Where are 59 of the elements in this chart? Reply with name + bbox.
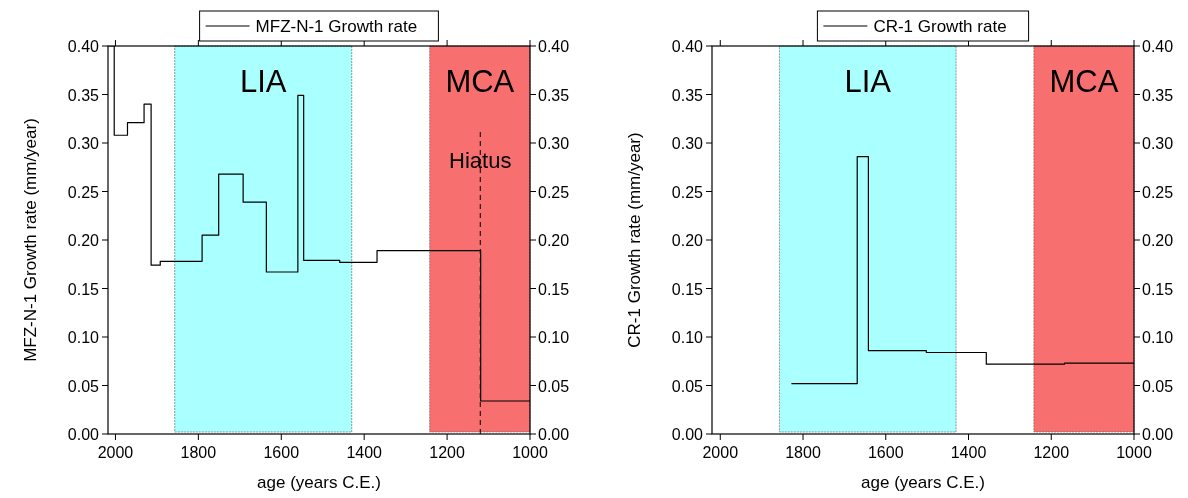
y2-tick-label: 0.35	[1142, 86, 1174, 104]
y2-tick-label: 0.25	[1142, 183, 1174, 201]
y2-tick-label: 0.05	[1142, 377, 1174, 395]
y-tick-label: 0.25	[671, 183, 704, 201]
band-label: MCA	[1049, 64, 1119, 99]
y-tick-label: 0.10	[671, 329, 704, 346]
x-tick-label: 1200	[1033, 444, 1070, 461]
ref-line-label: Hiatus	[449, 148, 512, 173]
band-label: MCA	[445, 64, 515, 99]
y-tick-label: 0.05	[67, 377, 100, 395]
y2-tick-label: 0.35	[538, 86, 570, 104]
y2-tick-label: 0.30	[1142, 135, 1174, 152]
y2-tick-label: 0.05	[538, 377, 570, 395]
y-tick-label: 0.15	[67, 280, 100, 298]
y-tick-label: 0.35	[671, 86, 704, 104]
y-tick-label: 0.00	[671, 426, 704, 443]
y-tick-label: 0.20	[671, 232, 704, 249]
y-tick-label: 0.20	[67, 232, 100, 249]
x-tick-label: 1400	[346, 444, 383, 461]
x-tick-label: 1400	[950, 444, 987, 461]
x-axis-title: age (years C.E.)	[257, 473, 381, 492]
x-tick-label: 1800	[785, 444, 821, 461]
y2-tick-label: 0.40	[1142, 38, 1174, 55]
y2-tick-label: 0.40	[538, 38, 570, 55]
x-tick-label: 1600	[263, 444, 300, 461]
y2-tick-label: 0.20	[1142, 232, 1174, 249]
x-tick-label: 2000	[702, 444, 739, 461]
y2-tick-label: 0.15	[538, 280, 570, 298]
x-axis-title: age (years C.E.)	[861, 473, 985, 492]
x-tick-label: 1000	[512, 444, 548, 461]
y-tick-label: 0.05	[671, 377, 704, 395]
y-tick-label: 0.00	[67, 426, 100, 443]
y-axis-title: CR-1 Growth rate (mm/year)	[625, 132, 644, 348]
y2-tick-label: 0.00	[538, 426, 570, 443]
y-tick-label: 0.25	[67, 183, 100, 201]
y2-tick-label: 0.00	[1142, 426, 1174, 443]
x-tick-label: 1000	[1116, 444, 1152, 461]
x-tick-label: 1800	[180, 444, 217, 461]
y-tick-label: 0.35	[67, 86, 100, 104]
x-tick-label: 2000	[97, 444, 134, 461]
y2-tick-label: 0.10	[1142, 329, 1174, 346]
text: MFZ-N-1 Growth rate	[255, 17, 418, 36]
y-tick-label: 0.30	[671, 135, 704, 152]
y-tick-label: 0.40	[671, 38, 704, 55]
y-tick-label: 0.40	[67, 38, 100, 55]
y-axis-title: MFZ-N-1 Growth rate (mm/year)	[21, 118, 40, 362]
band-label: LIA	[844, 64, 892, 99]
y2-tick-label: 0.25	[538, 183, 570, 201]
y2-tick-label: 0.30	[538, 135, 570, 152]
y2-tick-label: 0.15	[1142, 280, 1174, 298]
x-tick-label: 1600	[867, 444, 904, 461]
y-tick-label: 0.10	[67, 329, 100, 346]
y2-tick-label: 0.20	[538, 232, 570, 249]
y2-tick-label: 0.10	[538, 329, 570, 346]
band-label: LIA	[239, 64, 287, 99]
text: CR-1 Growth rate	[873, 17, 1007, 36]
x-tick-label: 1200	[429, 444, 465, 461]
y-tick-label: 0.15	[671, 280, 704, 298]
y-tick-label: 0.30	[67, 135, 100, 152]
